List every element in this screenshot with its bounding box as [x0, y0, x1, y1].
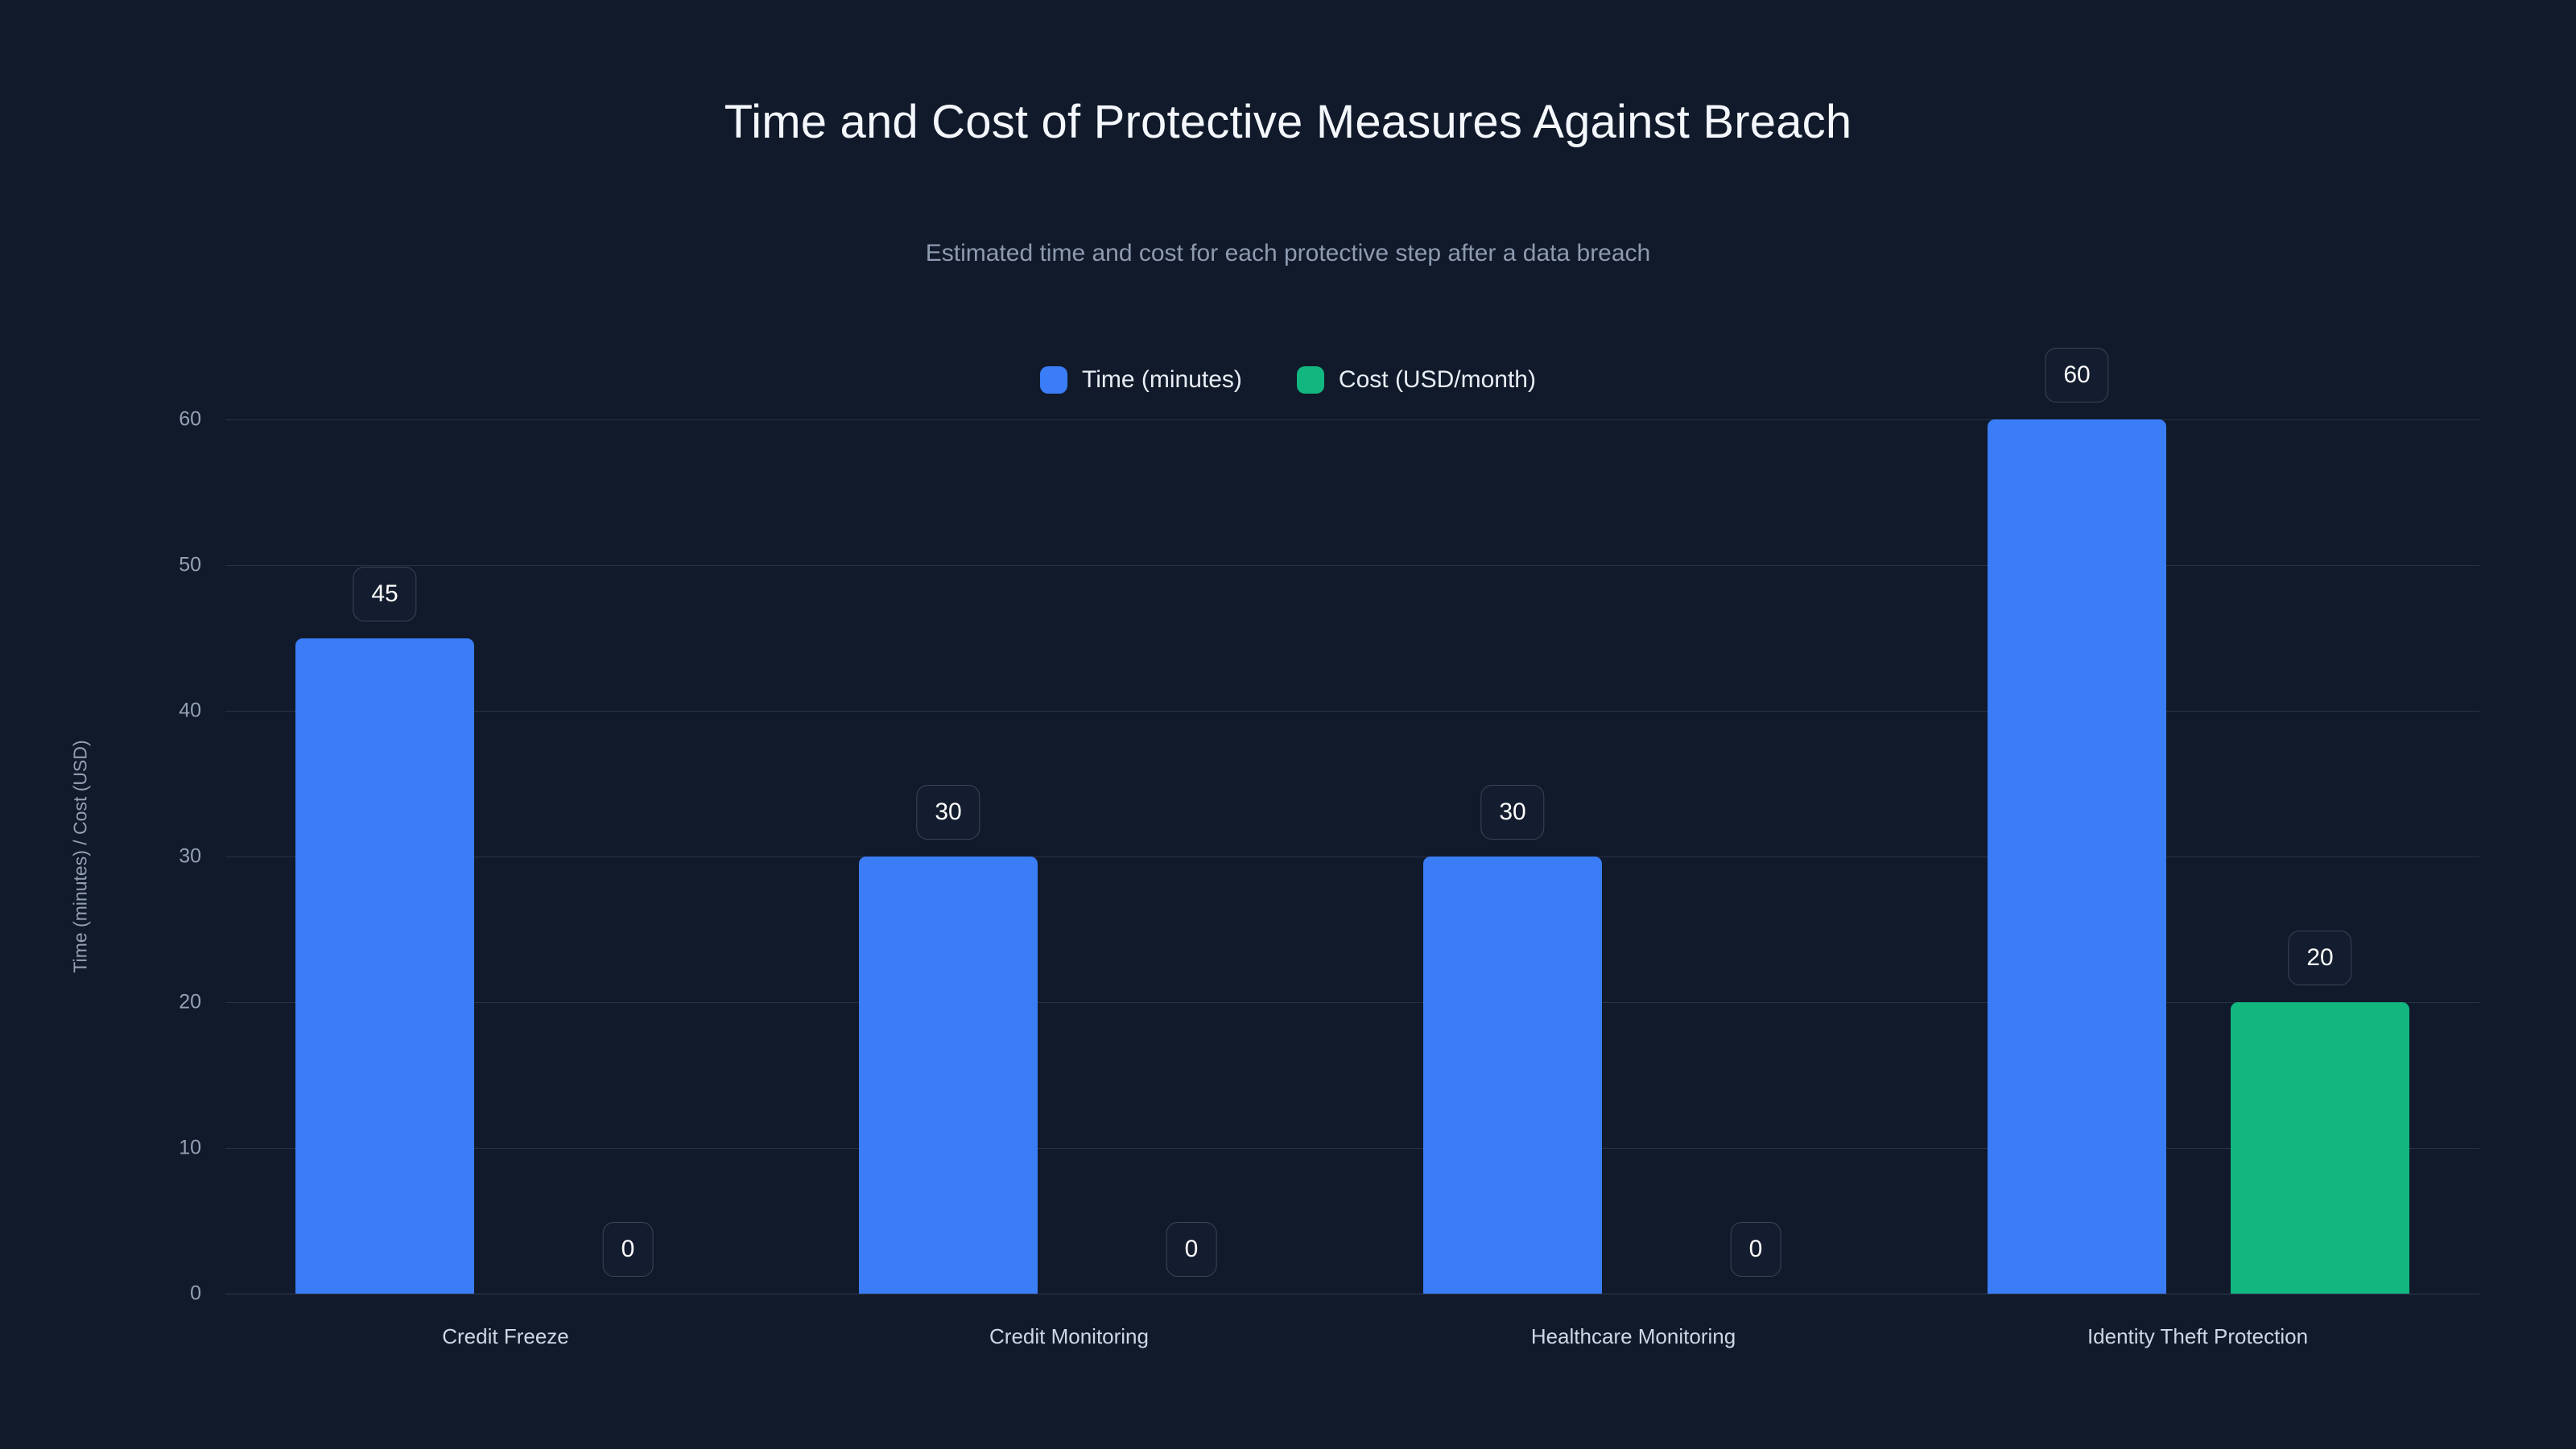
x-axis-category-label: Healthcare Monitoring: [1530, 1324, 1736, 1348]
legend-item-cost[interactable]: Cost (USD/month): [1296, 366, 1536, 394]
bar-time[interactable]: [295, 638, 474, 1294]
gridline: [225, 711, 2479, 712]
chart-title: Time and Cost of Protective Measures Aga…: [724, 96, 1852, 148]
value-label-cost: 0: [602, 1222, 654, 1277]
legend-swatch-cost: [1296, 366, 1324, 394]
y-axis-tick-label: 60: [179, 407, 201, 431]
legend-swatch-time: [1040, 366, 1067, 394]
x-axis-category-label: Credit Monitoring: [989, 1324, 1149, 1348]
plot-area: [225, 419, 2479, 1294]
gridline: [225, 565, 2479, 566]
gridline: [225, 1148, 2479, 1149]
value-label-cost: 0: [1166, 1222, 1217, 1277]
legend-label-cost: Cost (USD/month): [1338, 366, 1536, 393]
chart-subtitle: Estimated time and cost for each protect…: [925, 240, 1651, 266]
legend-item-time[interactable]: Time (minutes): [1040, 366, 1242, 394]
y-axis-tick-label: 0: [190, 1282, 201, 1305]
y-axis-tick-label: 20: [179, 990, 201, 1013]
y-axis-tick-label: 10: [179, 1136, 201, 1159]
bar-cost[interactable]: [2231, 1002, 2409, 1294]
gridline: [225, 419, 2479, 420]
value-label-time: 60: [2045, 348, 2109, 402]
value-label-cost: 20: [2288, 931, 2352, 985]
x-axis-category-label: Identity Theft Protection: [2087, 1324, 2309, 1348]
value-label-time: 30: [916, 785, 980, 840]
y-axis-tick-label: 50: [179, 553, 201, 576]
bar-time[interactable]: [1423, 857, 1602, 1294]
legend-label-time: Time (minutes): [1082, 366, 1242, 393]
x-axis-category-label: Credit Freeze: [442, 1324, 569, 1348]
y-axis-tick-label: 40: [179, 699, 201, 722]
value-label-time: 45: [353, 566, 417, 621]
y-axis-tick-label: 30: [179, 844, 201, 868]
bar-time[interactable]: [1988, 419, 2166, 1294]
value-label-cost: 0: [1730, 1222, 1781, 1277]
bar-time[interactable]: [859, 857, 1038, 1294]
chart-legend: Time (minutes) Cost (USD/month): [0, 366, 2576, 394]
value-label-time: 30: [1480, 785, 1545, 840]
gridline: [225, 1002, 2479, 1003]
